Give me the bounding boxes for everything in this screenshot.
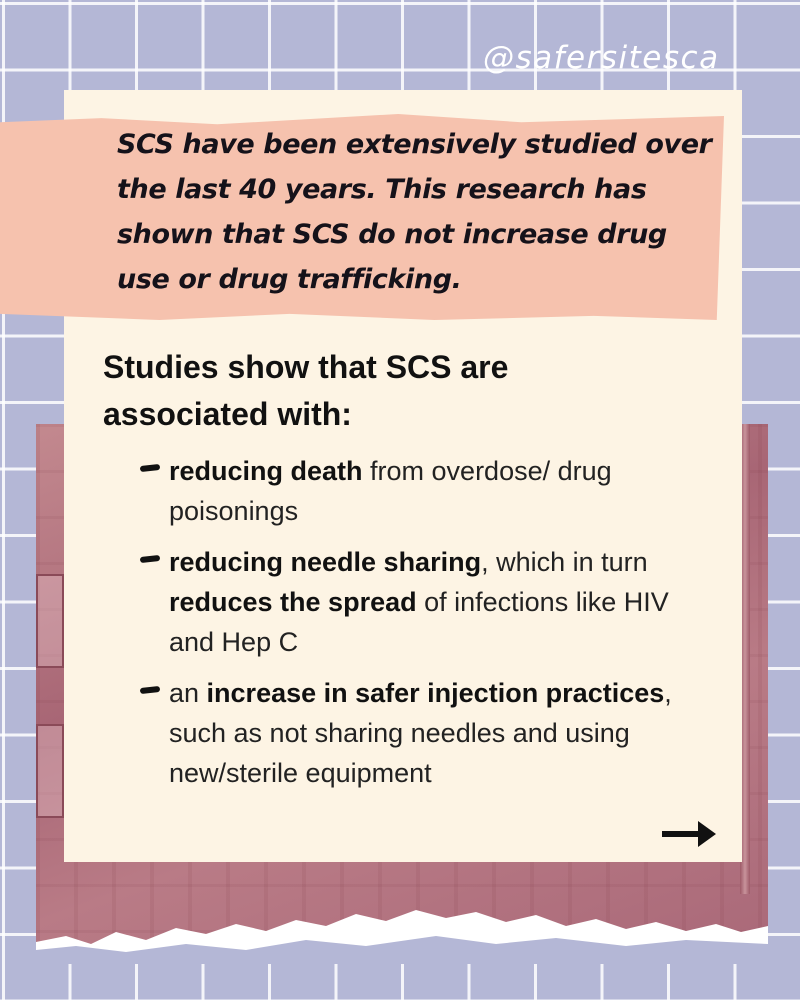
photo-window: [36, 574, 64, 668]
item-text: , which in turn: [481, 547, 648, 577]
item-text: of infections like HIV and Hep C: [169, 587, 669, 657]
benefit-list: reducing death from overdose/ drug poiso…: [139, 451, 720, 804]
emphasis-text: reducing needle sharing: [169, 547, 482, 577]
emphasis-text: reduces the spread: [169, 587, 417, 617]
highlight-ribbon: [0, 114, 724, 320]
dash-bullet-icon: [139, 554, 161, 564]
list-item: reducing death from overdose/ drug poiso…: [139, 451, 720, 531]
photo-window: [36, 724, 64, 818]
section-heading: Studies show that SCS are associated wit…: [103, 349, 509, 432]
item-text: from overdose/ drug poisonings: [169, 456, 612, 526]
dash-bullet-icon: [139, 685, 161, 695]
emphasis-text: reducing death: [169, 456, 363, 486]
photo-pole: [740, 424, 750, 894]
torn-paper-edge: [36, 910, 768, 964]
item-text: , such as not sharing needles and using …: [169, 678, 672, 788]
account-handle: @safersitesca: [483, 40, 720, 76]
right-arrow-icon[interactable]: [660, 818, 718, 850]
emphasis-text: increase in safer injection practices: [206, 678, 665, 708]
dash-bullet-icon: [139, 463, 161, 473]
intro-text: SCS have been extensively studied over t…: [117, 129, 712, 295]
list-item: an increase in safer injection practices…: [139, 673, 720, 793]
list-item: reducing needle sharing, which in turn r…: [139, 542, 720, 662]
item-text: an: [169, 678, 207, 708]
